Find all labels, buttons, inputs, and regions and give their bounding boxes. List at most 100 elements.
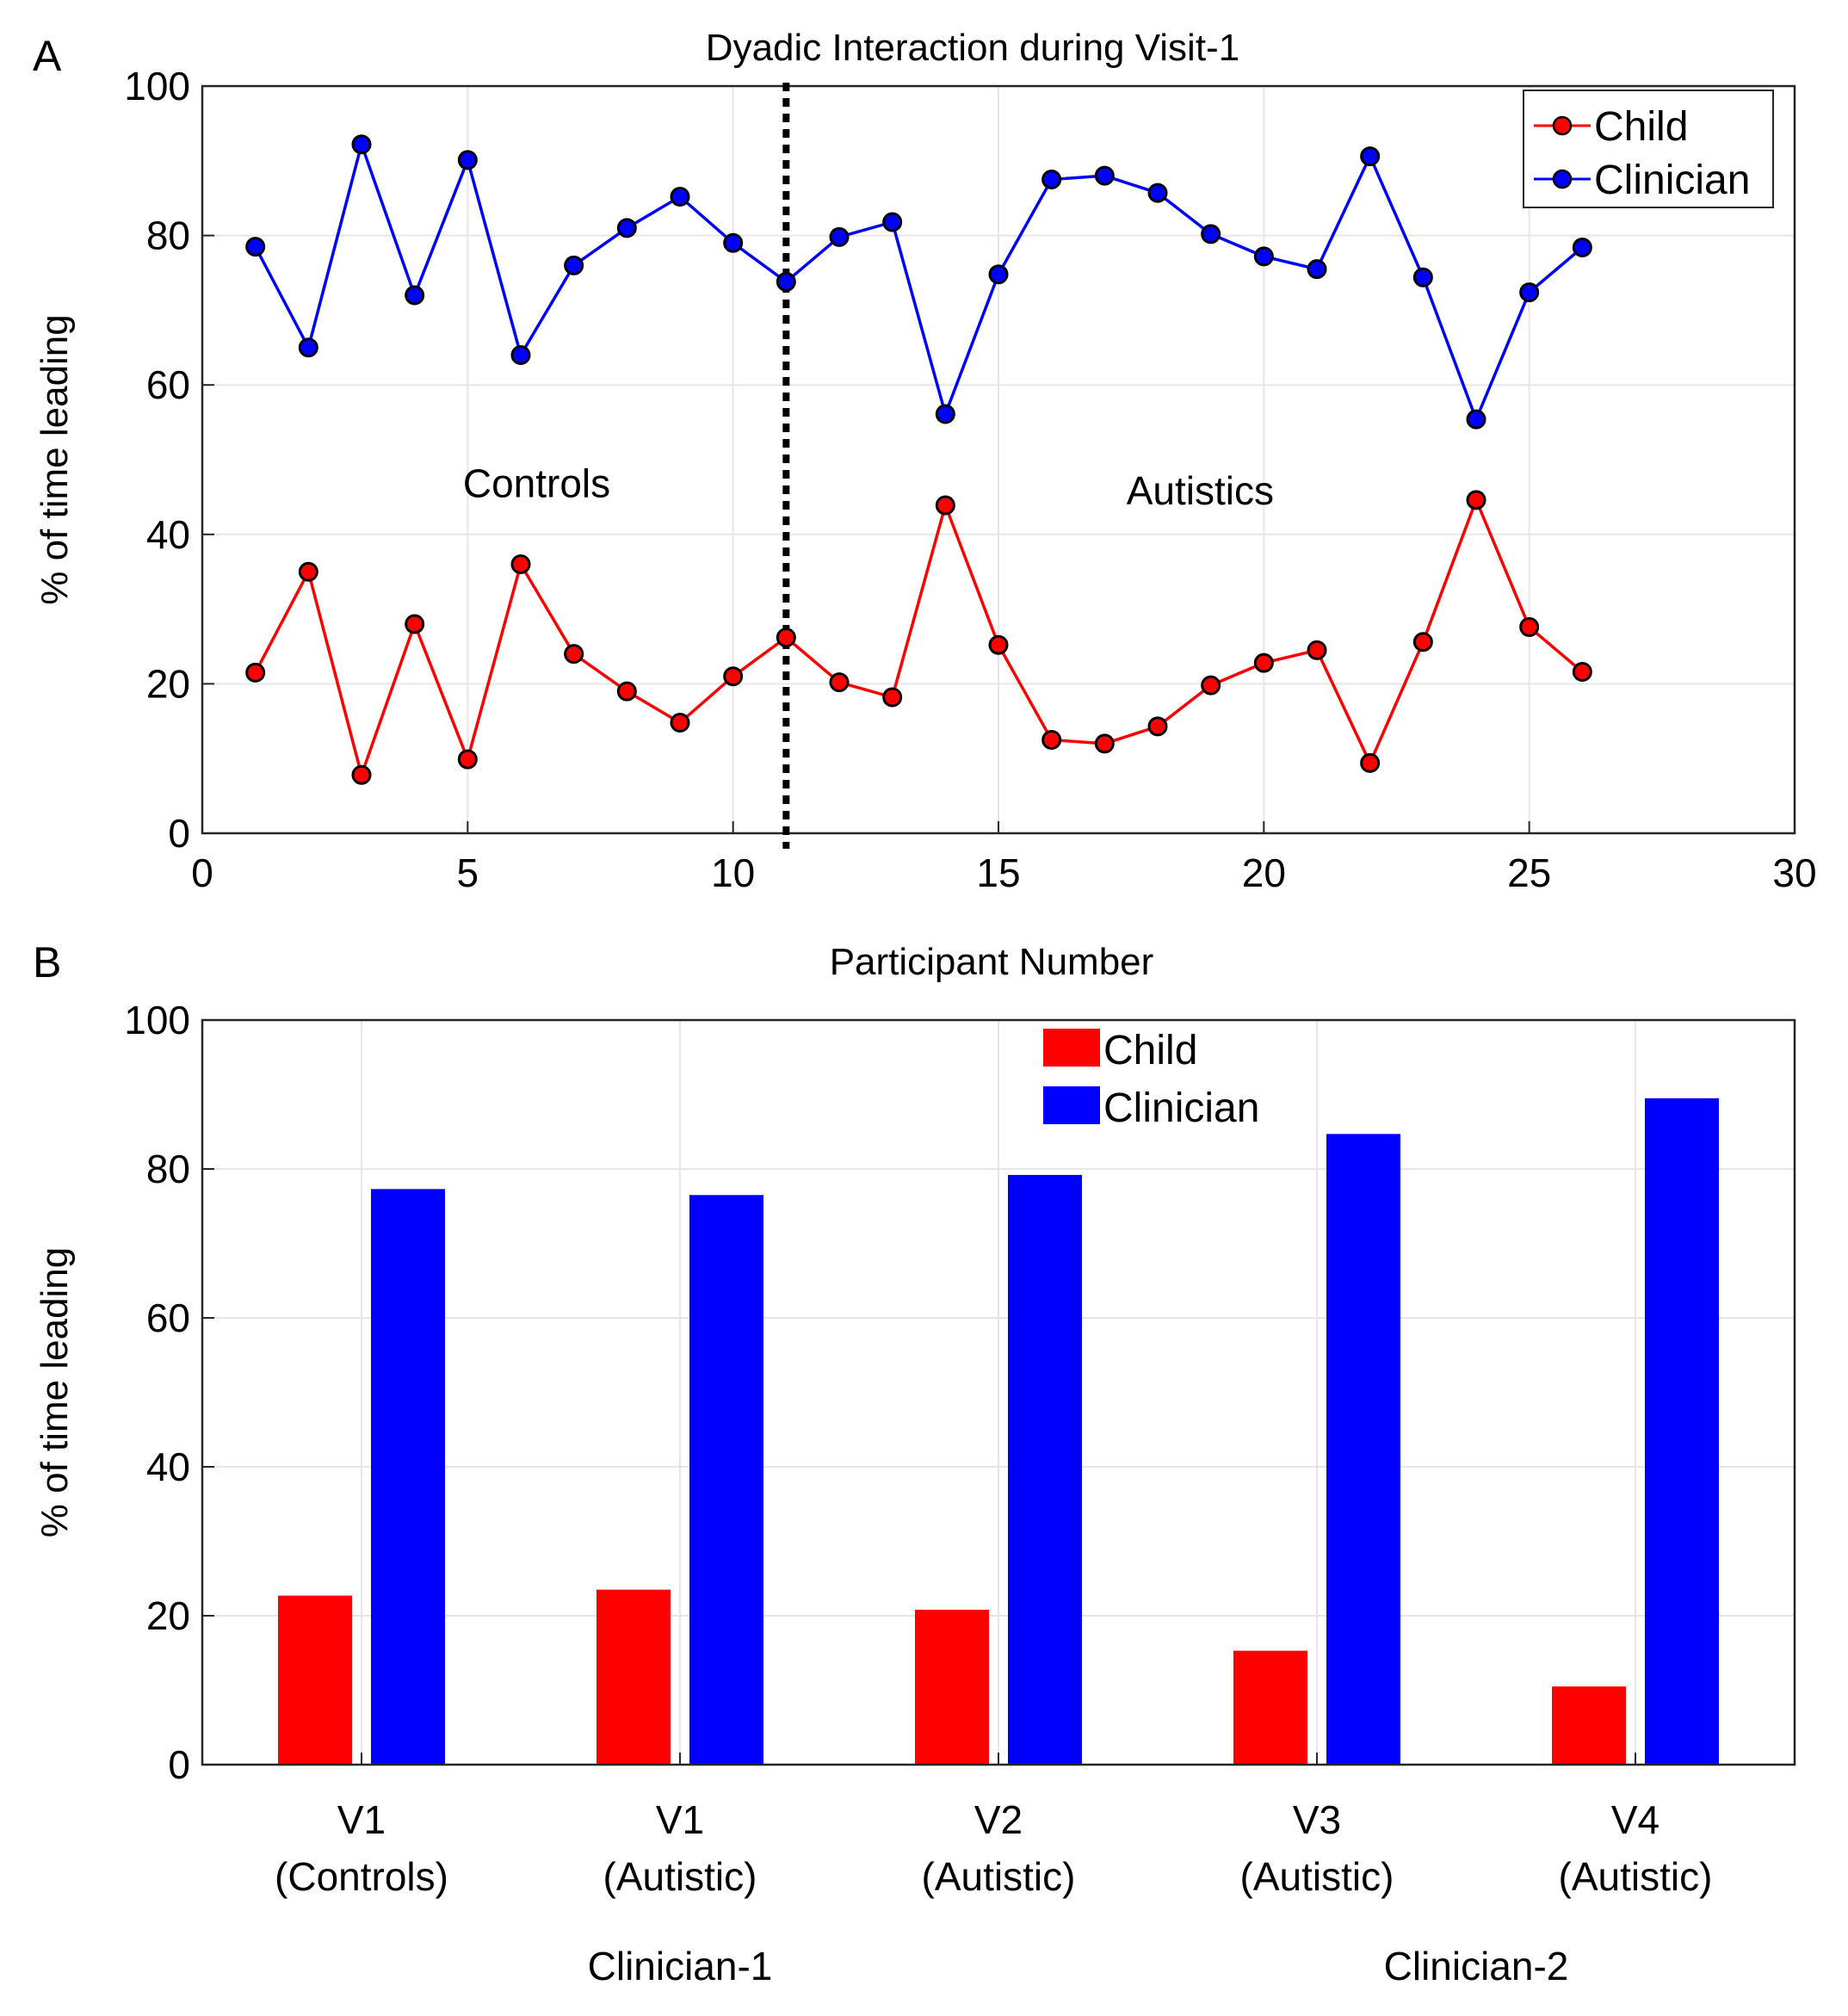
panel-b-category-labels: V1 (Controls) V1 (Autistic) V2 (Autistic) V3 (A… — [275, 1797, 1712, 1899]
clinician-point — [245, 237, 266, 257]
clinician-point — [829, 226, 850, 247]
child-point — [1147, 716, 1168, 737]
child-point — [670, 713, 690, 733]
child-bar — [1552, 1686, 1626, 1765]
panel-a-x-tick-label: 20 — [1242, 850, 1286, 895]
panel-a-y-tick-label: 100 — [124, 64, 190, 108]
panel-b-y-tick-label: 80 — [146, 1147, 190, 1191]
panel-b-bars — [278, 1098, 1719, 1765]
child-point — [457, 749, 478, 770]
child-point — [1041, 730, 1062, 750]
child-point — [882, 687, 903, 708]
child-point — [988, 634, 1009, 655]
clinician-point — [988, 264, 1009, 285]
clinician-bar — [371, 1189, 445, 1765]
panel-b-legend: Child Clinician — [1043, 1028, 1259, 1131]
panel-b-letter: B — [33, 938, 61, 986]
clinician-bar — [689, 1195, 763, 1765]
clinician-point — [670, 186, 690, 207]
legend-child-label: Child — [1594, 104, 1688, 150]
child-point — [1572, 662, 1592, 683]
child-point — [935, 495, 955, 516]
panel-a-y-axis-label: % of time leading — [34, 314, 76, 605]
panel-b-y-tick-label: 100 — [124, 998, 190, 1042]
child-point — [1307, 640, 1327, 660]
child-bar — [596, 1589, 671, 1765]
child-point — [298, 561, 318, 582]
panel-a-x-tick-label: 0 — [191, 850, 213, 895]
clinician-bar — [1326, 1134, 1400, 1765]
legend-b-clinician-label: Clinician — [1103, 1085, 1259, 1131]
panel-b-group-labels: Clinician-1 Clinician-2 — [588, 1944, 1569, 1988]
panel-a-legend: Child Clinician — [1523, 90, 1774, 208]
child-point — [829, 672, 850, 693]
clinician-point — [1094, 165, 1115, 186]
legend-clinician-marker — [1552, 169, 1573, 189]
panel-b-y-axis-label: % of time leading — [34, 1247, 76, 1538]
panel-b-ticks: 0 20 40 60 80 100 — [124, 998, 1636, 1787]
clinician-point — [1466, 409, 1486, 430]
clinician-series-line — [254, 139, 1584, 424]
panel-b-y-tick-label: 0 — [168, 1742, 190, 1787]
category-group-label: (Controls) — [275, 1854, 448, 1899]
category-visit-label: V2 — [974, 1797, 1023, 1842]
child-point — [510, 554, 531, 575]
clinician-point — [1519, 282, 1540, 303]
child-point — [351, 764, 372, 785]
legend-b-clinician-swatch — [1043, 1086, 1100, 1124]
panel-a-x-tick-label: 30 — [1772, 850, 1816, 895]
child-point — [1519, 616, 1540, 637]
category-visit-label: V1 — [337, 1797, 386, 1842]
clinician-point — [1412, 267, 1433, 288]
clinician-point — [1147, 182, 1168, 203]
panel-a-x-tick-label: 15 — [976, 850, 1020, 895]
panel-a-series — [245, 134, 1592, 785]
panel-b-y-tick-label: 60 — [146, 1296, 190, 1340]
child-point — [1201, 675, 1221, 696]
child-point — [564, 644, 584, 665]
panel-a-x-tick-label: 25 — [1507, 850, 1551, 895]
category-group-label: (Autistic) — [1240, 1854, 1394, 1899]
child-point — [1412, 632, 1433, 652]
clinician-point — [298, 337, 318, 358]
clinician-group-label: Clinician-1 — [588, 1944, 773, 1988]
category-group-label: (Autistic) — [922, 1854, 1076, 1899]
child-series-line — [254, 496, 1584, 781]
clinician-point — [723, 232, 744, 253]
clinician-point — [935, 404, 955, 424]
legend-b-child-label: Child — [1103, 1028, 1197, 1073]
legend-child-marker — [1552, 115, 1573, 136]
child-point — [1360, 752, 1381, 773]
child-point — [723, 666, 744, 687]
panel-a-x-tick-label: 10 — [711, 850, 755, 895]
clinician-point — [776, 271, 796, 292]
child-point — [1094, 733, 1115, 754]
clinician-point — [1572, 237, 1592, 257]
clinician-group-label: Clinician-2 — [1384, 1944, 1569, 1988]
child-point — [1253, 652, 1274, 673]
panel-a-title: Dyadic Interaction during Visit-1 — [706, 27, 1239, 69]
clinician-point — [457, 150, 478, 170]
category-visit-label: V3 — [1293, 1797, 1341, 1842]
panel-a-y-tick-label: 20 — [146, 661, 190, 706]
clinician-point — [1253, 246, 1274, 267]
clinician-point — [405, 285, 425, 306]
clinician-point — [616, 218, 637, 238]
child-point — [776, 628, 796, 648]
legend-clinician-label: Clinician — [1594, 158, 1750, 203]
panel-a-x-tick-label: 5 — [457, 850, 479, 895]
panel-a-y-tick-label: 60 — [146, 362, 190, 407]
panel-b-y-tick-label: 40 — [146, 1444, 190, 1489]
clinician-bar — [1645, 1098, 1719, 1765]
legend-b-child-swatch — [1043, 1029, 1100, 1067]
clinician-point — [564, 255, 584, 275]
child-point — [616, 681, 637, 702]
category-visit-label: V1 — [656, 1797, 704, 1842]
category-group-label: (Autistic) — [1559, 1854, 1713, 1899]
panel-a-ticks: 0 5 10 15 20 25 30 0 20 40 60 80 100 — [124, 64, 1816, 895]
panel-a-x-axis-label: Participant Number — [830, 941, 1154, 983]
panel-a-line-chart: A Dyadic Interaction during Visit-1 0 5 10… — [33, 27, 1817, 983]
clinician-point — [1360, 146, 1381, 167]
category-visit-label: V4 — [1611, 1797, 1659, 1842]
